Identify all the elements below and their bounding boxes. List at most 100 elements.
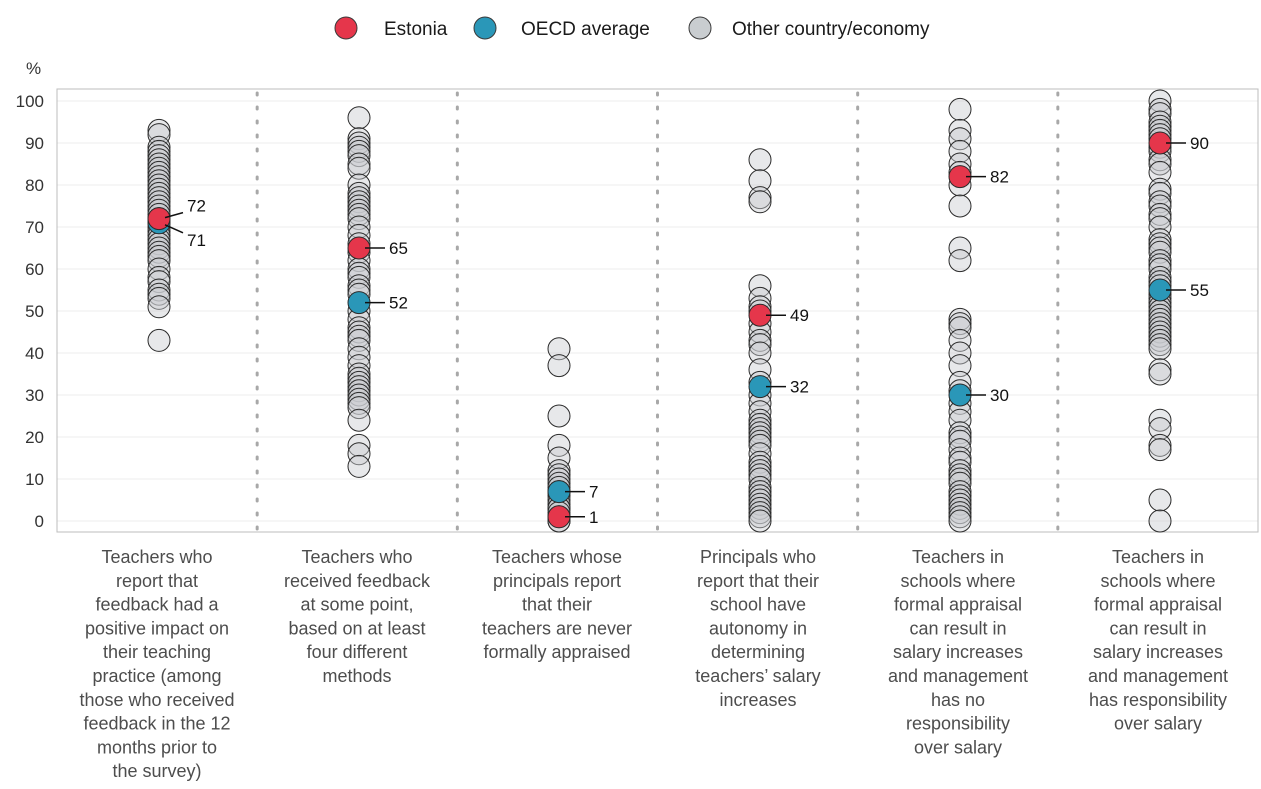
point-other-country	[347, 396, 371, 420]
y-tick-label: 20	[25, 428, 44, 447]
point-other-country	[748, 148, 772, 172]
legend-label-oecd: OECD average	[521, 19, 650, 40]
value-label-oecd: 52	[389, 294, 408, 313]
category-label-line: Teachers who	[101, 547, 212, 567]
value-label-oecd: 32	[790, 378, 809, 397]
point-other-country	[347, 354, 371, 378]
point-other-country	[347, 337, 371, 361]
plot-border	[56, 88, 1259, 533]
y-tick-label: 90	[25, 134, 44, 153]
point-other-country	[1148, 89, 1172, 113]
point-other-country	[1148, 194, 1172, 218]
category-label-line: Teachers in	[912, 547, 1004, 567]
legend-label-estonia: Estonia	[384, 19, 448, 40]
category-label-line: formal appraisal	[894, 595, 1022, 615]
value-label-estonia: 82	[990, 168, 1009, 187]
point-other-country	[948, 471, 972, 495]
point-other-country	[147, 328, 171, 352]
category-label-line: responsibility	[906, 714, 1010, 734]
category-label-line: school have	[710, 595, 806, 615]
y-axis: % 0 10 20 30 40 50 60 70 80 90 100	[16, 59, 44, 531]
category-label-line: determining	[711, 642, 805, 662]
point-other-country	[1148, 215, 1172, 239]
leader-line-oecd	[164, 224, 184, 234]
point-other-country	[347, 345, 371, 369]
category-label-line: months prior to	[97, 737, 217, 757]
point-other-country	[347, 433, 371, 457]
category-label-line: formal appraisal	[1094, 595, 1222, 615]
category-label-line: salary increases	[893, 642, 1023, 662]
category-label-line: Teachers whose	[492, 547, 622, 567]
value-label-estonia: 65	[389, 239, 408, 258]
point-other-country	[948, 127, 972, 151]
category-label-line: positive impact on	[85, 618, 229, 638]
point-other-country	[1148, 438, 1172, 462]
point-other-country	[547, 433, 571, 457]
point-other-country	[147, 295, 171, 319]
point-other-country	[948, 316, 972, 340]
plot-frame	[56, 88, 1259, 533]
point-other-country	[948, 118, 972, 142]
point-other-country	[948, 341, 972, 365]
category-label-line: their teaching	[103, 642, 211, 662]
category-label-line: salary increases	[1093, 642, 1223, 662]
legend-label-other: Other country/economy	[732, 19, 930, 40]
category-label-line: has responsibility	[1089, 690, 1227, 710]
point-other-country	[347, 408, 371, 432]
point-other-country	[1148, 207, 1172, 231]
category-label-line: Principals who	[700, 547, 816, 567]
category-label-line: received feedback	[284, 571, 431, 591]
y-tick-label: 50	[25, 302, 44, 321]
category-label-line: increases	[719, 690, 796, 710]
point-other-country	[948, 354, 972, 378]
category-label-line: can result in	[1109, 618, 1206, 638]
point-other-country	[948, 139, 972, 163]
y-tick-label: 70	[25, 218, 44, 237]
y-unit-label: %	[26, 59, 41, 78]
point-other-country	[147, 286, 171, 310]
point-other-country	[748, 467, 772, 491]
point-other-country	[948, 97, 972, 121]
category-label-line: has no	[931, 690, 985, 710]
point-other-country	[748, 190, 772, 214]
category-label-line: and management	[1088, 666, 1228, 686]
category-label-line: Teachers who	[301, 547, 412, 567]
legend-marker-estonia	[334, 16, 358, 40]
category-label-line: teachers are never	[482, 618, 632, 638]
point-other-country	[147, 270, 171, 294]
point-other-country	[347, 144, 371, 168]
point-other-country	[1148, 408, 1172, 432]
category-label-line: schools where	[900, 571, 1015, 591]
value-label-estonia: 72	[187, 197, 206, 216]
point-other-country	[748, 400, 772, 424]
value-label-estonia: 90	[1190, 134, 1209, 153]
point-other-country	[748, 509, 772, 533]
point-other-country	[948, 450, 972, 474]
category-label-line: Teachers in	[1112, 547, 1204, 567]
point-other-country	[347, 454, 371, 478]
category-label-line: that their	[522, 595, 592, 615]
point-other-country	[147, 123, 171, 147]
point-other-country	[347, 173, 371, 197]
category-label-line: four different	[307, 642, 408, 662]
category-label-line: report that	[116, 571, 198, 591]
value-label-estonia: 49	[790, 306, 809, 325]
category-label-line: those who received	[79, 690, 234, 710]
category-label-line: methods	[322, 666, 391, 686]
point-other-country	[547, 404, 571, 428]
point-other-country	[347, 265, 371, 289]
point-other-country	[748, 433, 772, 457]
value-label-estonia: 1	[589, 508, 598, 527]
point-other-country	[1148, 240, 1172, 264]
point-other-country	[748, 333, 772, 357]
category-label-line: based on at least	[288, 618, 425, 638]
y-tick-label: 80	[25, 176, 44, 195]
point-other-country	[347, 207, 371, 231]
point-other-country	[1148, 160, 1172, 184]
data-marks	[147, 89, 1172, 533]
category-label-line: schools where	[1100, 571, 1215, 591]
point-other-country	[347, 106, 371, 130]
point-other-country	[748, 442, 772, 466]
legend-marker-oecd	[473, 16, 497, 40]
